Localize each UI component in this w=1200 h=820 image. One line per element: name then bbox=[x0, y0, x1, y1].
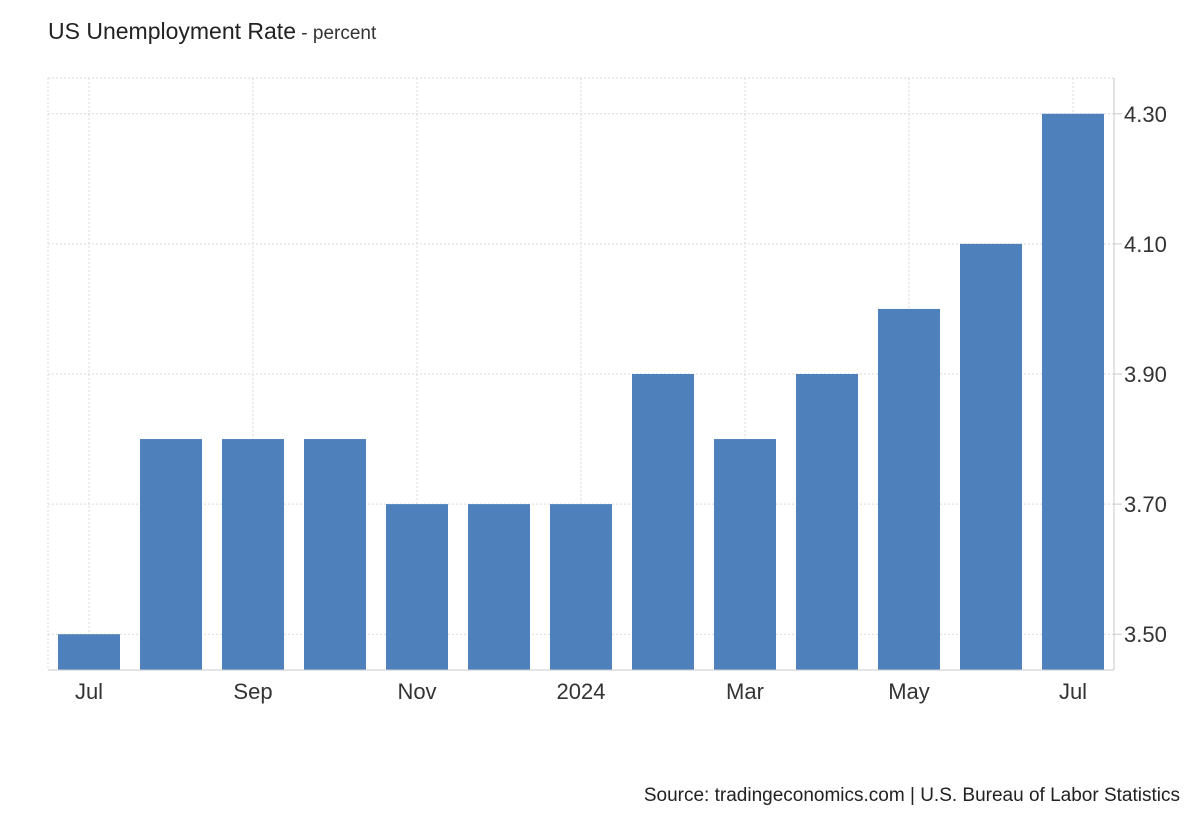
bar-jul-2023 bbox=[58, 634, 120, 670]
y-tick-label: 4.30 bbox=[1124, 102, 1167, 127]
x-tick-label: Jul bbox=[75, 679, 103, 704]
source-credit: Source: tradingeconomics.com | U.S. Bure… bbox=[643, 785, 1180, 806]
chart-title-row: US Unemployment Rate - percent bbox=[48, 18, 376, 45]
y-tick-label: 3.90 bbox=[1124, 362, 1167, 387]
y-tick-label: 4.10 bbox=[1124, 232, 1167, 257]
bar-may-2024 bbox=[878, 308, 940, 670]
bar-feb-2024 bbox=[632, 374, 694, 670]
x-tick-label: Jul bbox=[1059, 679, 1087, 704]
bar-jan-2024 bbox=[550, 504, 612, 670]
chart-subtitle: percent bbox=[312, 23, 377, 44]
bar-aug-2023 bbox=[140, 439, 202, 670]
bar-jul-2024 bbox=[1042, 113, 1104, 671]
y-tick-label: 3.70 bbox=[1124, 492, 1167, 517]
bar-dec-2023 bbox=[468, 504, 530, 670]
x-tick-label: Nov bbox=[397, 679, 436, 704]
x-tick-label: Mar bbox=[726, 679, 764, 704]
bar-oct-2023 bbox=[304, 439, 366, 670]
chart-subtitle-separator: - bbox=[296, 23, 313, 44]
chart-title: US Unemployment Rate bbox=[48, 18, 296, 44]
bar-jun-2024 bbox=[960, 243, 1022, 670]
x-tick-label: Sep bbox=[233, 679, 272, 704]
x-tick-label: 2024 bbox=[557, 679, 606, 704]
y-tick-label: 3.50 bbox=[1124, 622, 1167, 647]
bar-sep-2023 bbox=[222, 439, 284, 670]
bar-apr-2024 bbox=[796, 374, 858, 670]
bar-mar-2024 bbox=[714, 439, 776, 670]
bar-nov-2023 bbox=[386, 504, 448, 670]
x-tick-label: May bbox=[888, 679, 930, 704]
